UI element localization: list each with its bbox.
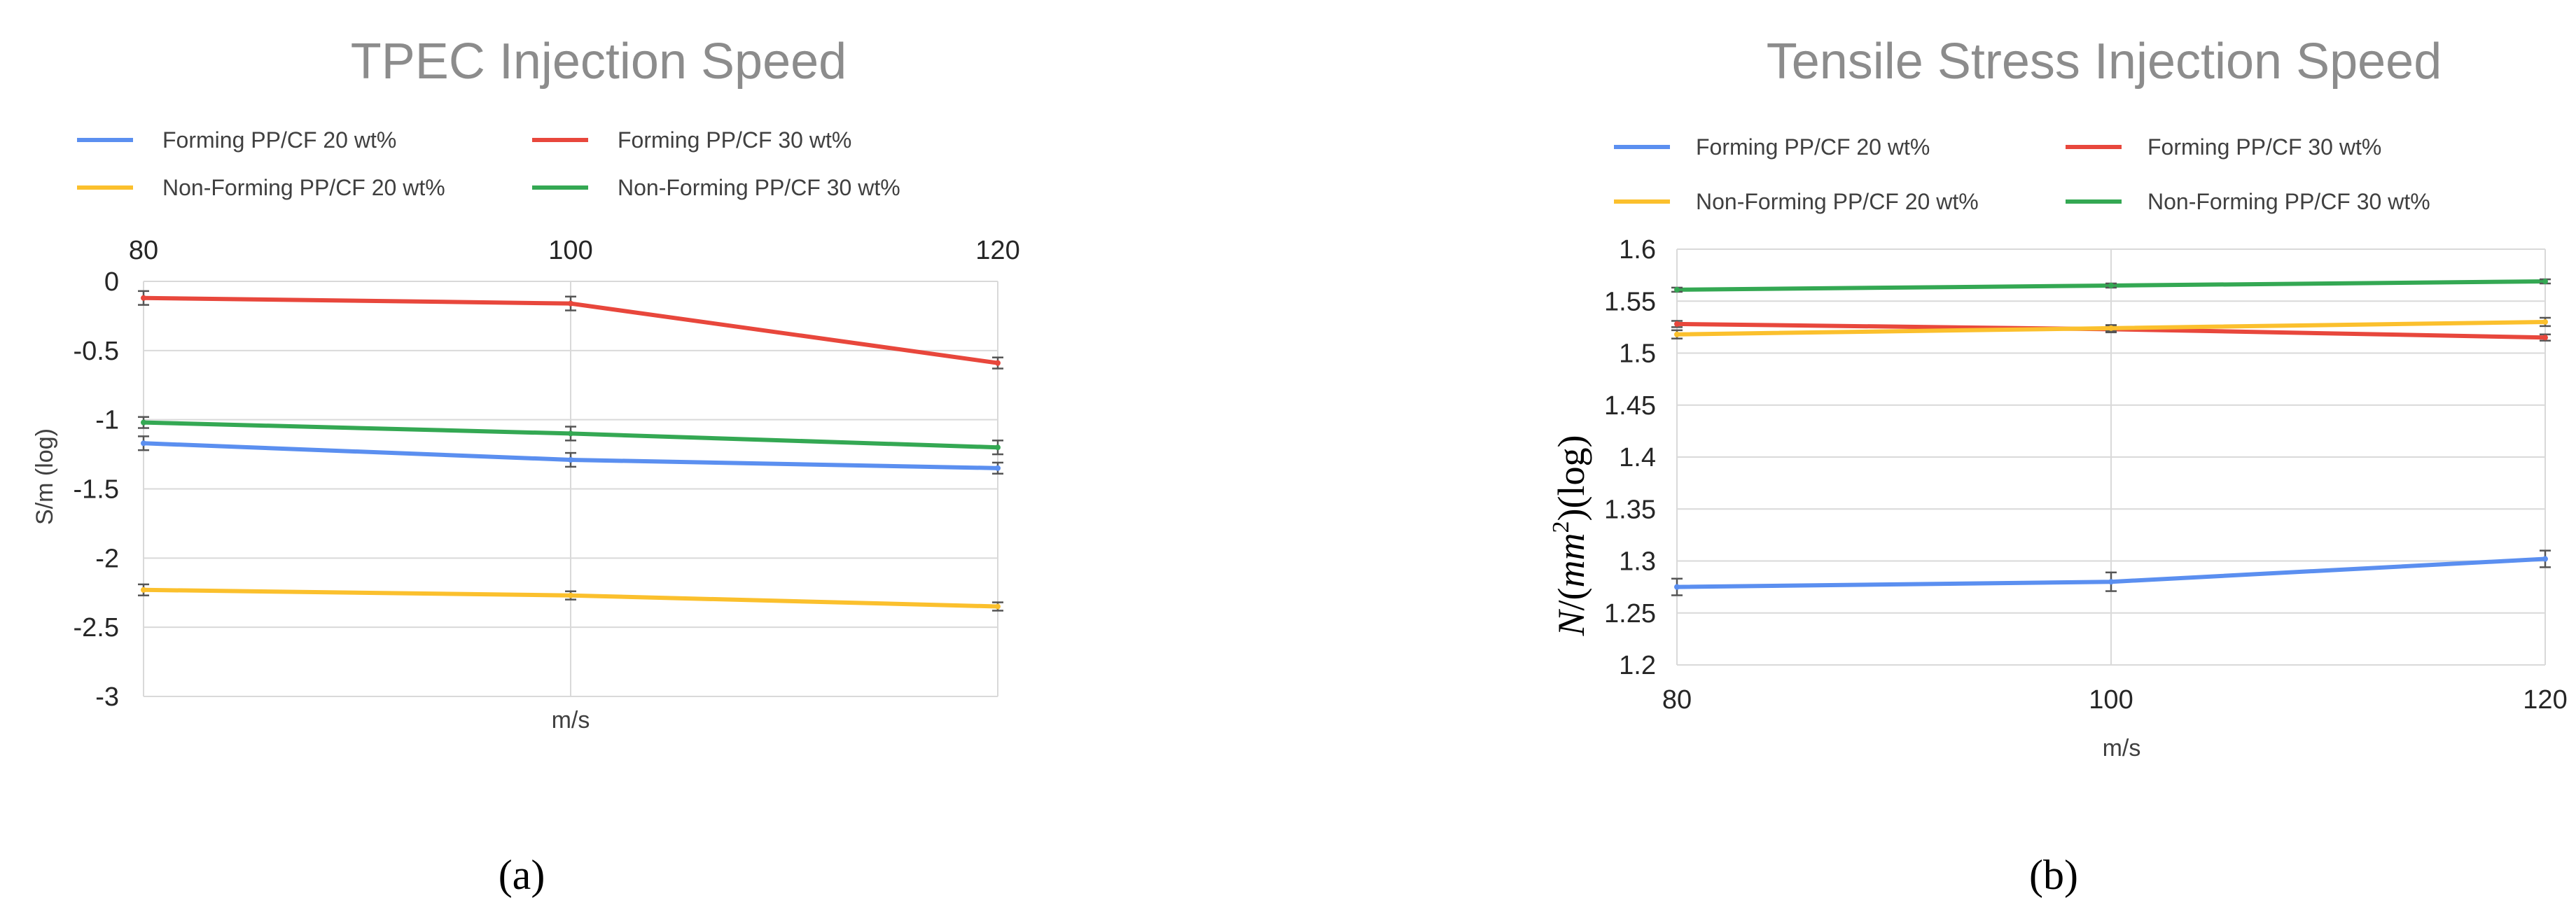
chart-a-y-tick-label: -0.5 [74, 337, 119, 366]
chart-b-data-point [2542, 279, 2548, 285]
chart-b-data-point [2108, 325, 2114, 331]
chart-a-legend: Forming PP/CF 20 wt% Forming PP/CF 30 wt%… [77, 127, 900, 200]
chart-b-x-tick-label: 80 [1662, 685, 1692, 715]
chart-a-y-tick-label: -2.5 [74, 613, 119, 643]
chart-a-data-point [995, 360, 1001, 366]
chart-a-x-ticks: 80 100 120 [129, 236, 1020, 265]
chart-b-data-point [1674, 286, 1680, 293]
chart-a-title: TPEC Injection Speed [351, 34, 847, 90]
chart-a-y-ticks: 0 -0.5 -1 -1.5 -2 -2.5 -3 [74, 267, 119, 712]
chart-b-y-tick-label: 1.35 [1604, 495, 1656, 524]
chart-b-y-ticks: 1.6 1.55 1.5 1.45 1.4 1.35 1.3 1.25 1.2 [1604, 235, 1656, 680]
panel-a-chart: TPEC Injection Speed Forming PP/CF 20 wt… [32, 34, 1020, 898]
chart-b-y-axis-label: N/(mm2)(log) [1548, 435, 1592, 637]
chart-b-y-tick-label: 1.3 [1619, 547, 1656, 577]
chart-a-x-axis-label: m/s [552, 707, 590, 734]
chart-b-title: Tensile Stress Injection Speed [1767, 34, 2442, 90]
legend-label: Forming PP/CF 30 wt% [618, 127, 851, 153]
chart-b-data-point [1674, 321, 1680, 327]
chart-a-data-point [568, 430, 573, 437]
chart-b-legend-item: Forming PP/CF 20 wt% [1614, 134, 1930, 160]
chart-a-grid [143, 281, 998, 697]
chart-a-legend-item: Forming PP/CF 30 wt% [532, 127, 851, 153]
chart-a-y-tick-label: 0 [104, 267, 119, 297]
chart-b-y-tick-label: 1.55 [1604, 287, 1656, 316]
chart-b-x-axis-label: m/s [2103, 735, 2141, 762]
chart-b-data-point [1674, 331, 1680, 337]
chart-b-y-tick-label: 1.4 [1619, 443, 1656, 472]
chart-a-data-point [141, 440, 146, 447]
chart-a-data-point [141, 587, 146, 593]
chart-b-legend-item: Forming PP/CF 30 wt% [2066, 134, 2381, 160]
chart-a-legend-item: Non-Forming PP/CF 20 wt% [77, 175, 445, 200]
chart-a-y-tick-label: -1 [95, 406, 119, 435]
chart-a-data-point [995, 465, 1001, 471]
chart-a-legend-item: Non-Forming PP/CF 30 wt% [532, 175, 900, 200]
chart-a-data-point [995, 603, 1001, 610]
panel-a-caption: (a) [499, 852, 545, 898]
chart-b-data-point [2108, 282, 2114, 288]
legend-label: Non-Forming PP/CF 30 wt% [2147, 189, 2430, 214]
chart-b-data-point [2542, 318, 2548, 325]
legend-label: Non-Forming PP/CF 20 wt% [162, 175, 445, 200]
chart-a-x-tick-label: 100 [548, 236, 592, 265]
chart-b-series [1671, 278, 2551, 596]
chart-a-data-point [141, 419, 146, 426]
legend-label: Non-Forming PP/CF 20 wt% [1696, 189, 1979, 214]
panel-b-caption: (b) [2029, 852, 2078, 898]
chart-a-x-tick-label: 120 [975, 236, 1019, 265]
chart-b-data-point [2542, 556, 2548, 562]
chart-b-legend: Forming PP/CF 20 wt% Forming PP/CF 30 wt%… [1614, 134, 2430, 214]
chart-a-data-point [568, 456, 573, 463]
chart-a-data-point [995, 444, 1001, 451]
chart-a-data-point [568, 592, 573, 598]
chart-b-legend-item: Non-Forming PP/CF 30 wt% [2066, 189, 2430, 214]
chart-a-data-point [568, 300, 573, 307]
chart-b-data-point [1674, 584, 1680, 590]
chart-b-data-point [2108, 579, 2114, 585]
chart-b-x-ticks: 80 100 120 [1662, 685, 2568, 715]
chart-a-y-tick-label: -2 [95, 544, 119, 573]
chart-b-data-point [2542, 335, 2548, 341]
legend-label: Forming PP/CF 20 wt% [1696, 134, 1930, 160]
chart-a-series [138, 290, 1003, 612]
panel-b-chart: Tensile Stress Injection Speed Forming P… [1548, 34, 2568, 898]
chart-b-y-tick-label: 1.25 [1604, 599, 1656, 629]
chart-b-legend-item: Non-Forming PP/CF 20 wt% [1614, 189, 1979, 214]
chart-a-data-point [141, 295, 146, 301]
chart-b-x-tick-label: 100 [2089, 685, 2133, 715]
chart-a-x-tick-label: 80 [129, 236, 158, 265]
legend-label: Non-Forming PP/CF 30 wt% [618, 175, 900, 200]
chart-a-y-tick-label: -1.5 [74, 475, 119, 505]
legend-label: Forming PP/CF 30 wt% [2147, 134, 2381, 160]
legend-label: Forming PP/CF 20 wt% [162, 127, 396, 153]
chart-a-legend-item: Forming PP/CF 20 wt% [77, 127, 396, 153]
chart-b-y-tick-label: 1.5 [1619, 339, 1656, 369]
chart-b-y-tick-label: 1.45 [1604, 391, 1656, 421]
chart-b-y-tick-label: 1.2 [1619, 651, 1656, 680]
chart-a-y-axis-label: S/m (log) [32, 428, 58, 525]
chart-a-y-tick-label: -3 [95, 682, 119, 712]
chart-b-grid [1676, 248, 2546, 666]
chart-b-x-tick-label: 120 [2523, 685, 2567, 715]
chart-b-y-tick-label: 1.6 [1619, 235, 1656, 265]
